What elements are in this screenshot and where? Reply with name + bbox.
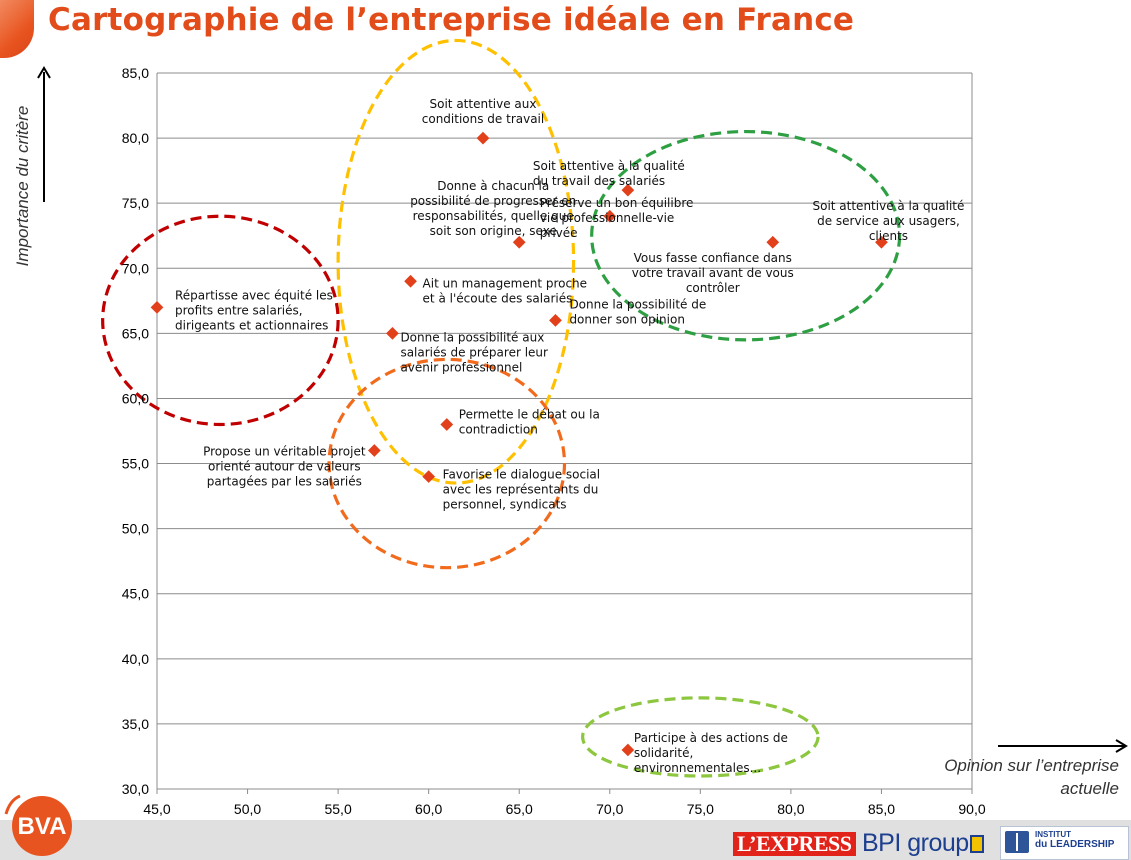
y-tick-label: 85,0 bbox=[122, 65, 149, 81]
y-axis-arrow-icon bbox=[37, 66, 51, 202]
y-tick-label: 55,0 bbox=[122, 456, 149, 472]
x-tick-label: 50,0 bbox=[234, 801, 261, 817]
cluster-ellipse-2 bbox=[336, 38, 576, 485]
x-tick-label: 70,0 bbox=[596, 801, 623, 817]
data-point-label: Donne la possibilité aux salariés de prép… bbox=[400, 330, 548, 374]
data-point-marker bbox=[422, 470, 436, 483]
data-point-label: Ait un management proche et à l'écoute de… bbox=[423, 276, 588, 305]
y-tick-label: 35,0 bbox=[122, 716, 149, 732]
data-point-marker bbox=[367, 444, 381, 457]
data-point-marker bbox=[386, 326, 399, 340]
data-point-label: Donne à chacun la possibilité de progress… bbox=[410, 179, 576, 238]
data-point-label: Soit attentive aux conditions de travail bbox=[422, 97, 544, 126]
bpi-group-logo: BPI group bbox=[862, 829, 969, 857]
data-point-marker bbox=[440, 418, 454, 431]
data-point-marker bbox=[150, 300, 164, 314]
footer-bar bbox=[0, 820, 1131, 860]
cluster-ellipse-5 bbox=[581, 696, 820, 778]
y-tick-label: 30,0 bbox=[122, 781, 149, 797]
book-icon bbox=[1005, 831, 1029, 853]
x-tick-label: 60,0 bbox=[415, 801, 442, 817]
x-tick-label: 75,0 bbox=[687, 801, 714, 817]
data-point-marker bbox=[766, 235, 780, 249]
x-tick-label: 45,0 bbox=[143, 801, 170, 817]
y-tick-label: 60,0 bbox=[122, 390, 149, 406]
x-tick-label: 90,0 bbox=[958, 801, 985, 817]
data-point-label: Préserve un bon équilibre vie professionn… bbox=[540, 196, 694, 240]
leadership-logo-line1: INSTITUT bbox=[1035, 830, 1071, 839]
x-tick-label: 65,0 bbox=[506, 801, 533, 817]
y-tick-label: 45,0 bbox=[122, 586, 149, 602]
leadership-logo-line2: du LEADERSHIP bbox=[1035, 839, 1115, 850]
bva-logo: BVA bbox=[4, 792, 82, 856]
y-tick-label: 75,0 bbox=[122, 195, 149, 211]
y-tick-label: 50,0 bbox=[122, 521, 149, 537]
institut-leadership-logo: INSTITUT du LEADERSHIP bbox=[1000, 826, 1129, 860]
data-point-label: Donne la possibilité de donner son opinio… bbox=[569, 297, 706, 326]
data-point-label: Soit attentive à la qualité du travail de… bbox=[533, 159, 685, 188]
data-point-label: Participe à des actions de solidarité, env… bbox=[634, 731, 788, 775]
lexpress-logo: L’EXPRESS bbox=[733, 832, 856, 856]
bpi-square-icon bbox=[970, 835, 984, 853]
y-tick-label: 65,0 bbox=[122, 325, 149, 341]
data-point-label: Soit attentive à la qualité de service au… bbox=[812, 199, 964, 243]
x-tick-label: 80,0 bbox=[777, 801, 804, 817]
cluster-ellipse-4 bbox=[327, 357, 567, 570]
data-point-label: Répartisse avec équité les profits entre … bbox=[175, 288, 333, 332]
data-point-marker bbox=[621, 743, 635, 757]
y-tick-label: 40,0 bbox=[122, 651, 149, 667]
chart-clusters bbox=[101, 38, 902, 778]
cluster-ellipse-3 bbox=[590, 129, 902, 342]
x-tick-label: 55,0 bbox=[324, 801, 351, 817]
x-axis-title: Opinion sur l’entreprise actuelle bbox=[944, 756, 1119, 798]
data-point-marker bbox=[404, 274, 417, 288]
data-point-marker bbox=[549, 313, 562, 327]
x-tick-label: 85,0 bbox=[868, 801, 895, 817]
y-tick-label: 80,0 bbox=[122, 130, 149, 146]
svg-text:BVA: BVA bbox=[18, 813, 67, 840]
data-point-label: Favorise le dialogue social avec les repr… bbox=[443, 468, 600, 512]
data-point-label: Propose un véritable projet orienté autou… bbox=[203, 445, 366, 489]
page-title: Cartographie de l’entreprise idéale en F… bbox=[48, 2, 855, 38]
cluster-ellipse-1 bbox=[101, 214, 340, 427]
x-axis-arrow-icon bbox=[998, 739, 1128, 753]
y-tick-label: 70,0 bbox=[122, 260, 149, 276]
chart-point-labels: Répartisse avec équité les profits entre … bbox=[175, 97, 964, 775]
data-point-label: Vous fasse confiance dans votre travail a… bbox=[632, 251, 794, 295]
chart-tick-labels: 30,0 35,0 40,0 45,0 50,0 55,0 60,0 65,0 70,0 75,0… bbox=[122, 65, 986, 817]
data-point-label: Permette le débat ou la contradiction bbox=[459, 407, 600, 436]
data-point-marker bbox=[476, 131, 490, 145]
